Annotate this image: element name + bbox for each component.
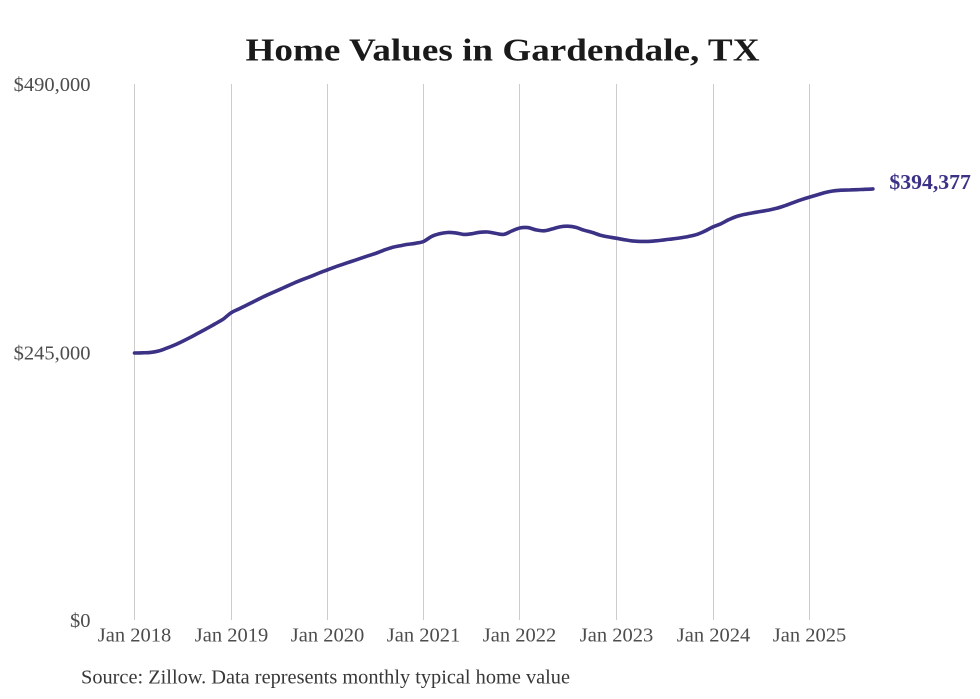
svg-text:Jan 2018: Jan 2018 <box>98 625 171 647</box>
svg-text:$245,000: $245,000 <box>14 342 91 364</box>
svg-text:Jan 2022: Jan 2022 <box>483 625 556 647</box>
svg-text:$394,377: $394,377 <box>889 170 971 194</box>
svg-text:Jan 2021: Jan 2021 <box>387 625 460 647</box>
svg-text:Jan 2020: Jan 2020 <box>291 625 364 647</box>
svg-text:Source: Zillow. Data represent: Source: Zillow. Data represents monthly … <box>81 668 570 689</box>
svg-text:Home Values in Gardendale, TX: Home Values in Gardendale, TX <box>246 33 760 68</box>
svg-text:Jan 2024: Jan 2024 <box>677 625 750 647</box>
svg-text:$0: $0 <box>70 610 91 632</box>
svg-text:Jan 2025: Jan 2025 <box>773 625 846 647</box>
svg-text:Jan 2019: Jan 2019 <box>195 625 268 647</box>
svg-text:Jan 2023: Jan 2023 <box>580 625 653 647</box>
svg-text:$490,000: $490,000 <box>14 74 91 96</box>
